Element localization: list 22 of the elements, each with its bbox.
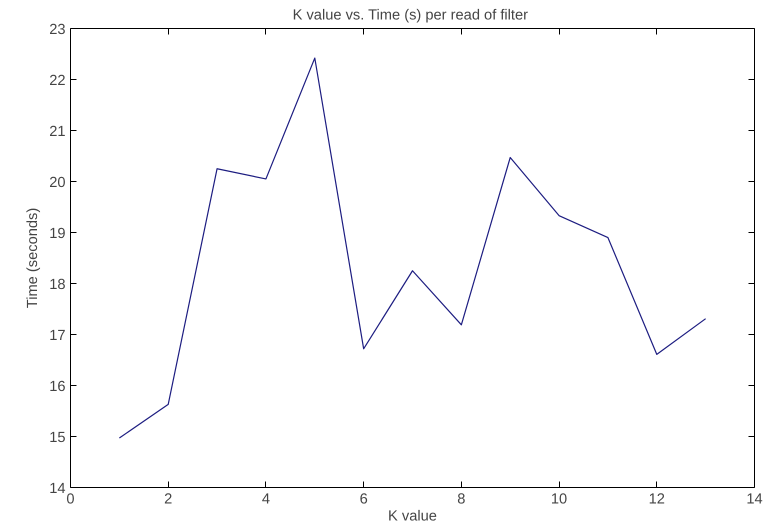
line-series (118, 57, 706, 439)
y-tick-label: 18 (49, 277, 66, 293)
y-tick-label: 19 (49, 226, 66, 242)
y-tick-label: 23 (49, 22, 66, 38)
y-tick-label: 14 (49, 481, 66, 497)
y-axis-title: Time (seconds) (25, 208, 42, 308)
y-tick-label: 16 (49, 379, 66, 395)
y-tick-label: 21 (49, 124, 66, 140)
y-tick-label: 22 (49, 73, 66, 89)
chart-title: K value vs. Time (s) per read of filter (292, 8, 528, 24)
x-tick-label: 0 (66, 492, 75, 508)
x-tick-label: 8 (457, 492, 466, 508)
x-tick-label: 14 (746, 492, 763, 508)
x-tick-label: 2 (164, 492, 172, 508)
y-tick-label: 20 (49, 175, 66, 191)
x-axis-title: K value (388, 508, 437, 524)
x-tick-label: 4 (262, 492, 270, 508)
x-tick-label: 6 (360, 492, 368, 508)
y-tick-label: 15 (49, 430, 66, 446)
x-tick-label: 12 (648, 492, 665, 508)
y-tick-label: 17 (49, 328, 66, 344)
x-tick-label: 10 (550, 492, 568, 508)
